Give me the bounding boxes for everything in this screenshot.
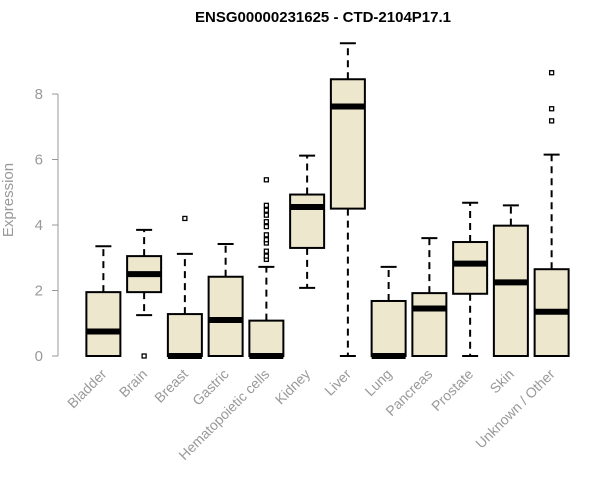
box-iqr xyxy=(207,275,244,357)
box-iqr xyxy=(370,299,407,358)
box-group xyxy=(85,245,122,358)
x-axis-tick-label: Prostate xyxy=(428,366,476,414)
outlier-point xyxy=(263,253,270,259)
box-iqr xyxy=(452,241,489,295)
outlier-point xyxy=(263,232,270,238)
box-group xyxy=(207,242,244,357)
outlier-point xyxy=(263,202,270,209)
box-iqr xyxy=(166,313,203,357)
outlier-point xyxy=(263,177,270,183)
box-group xyxy=(166,215,203,359)
outlier-point xyxy=(548,106,555,112)
x-axis-tick-label: Kidney xyxy=(272,366,314,408)
outlier-point xyxy=(548,118,555,124)
y-axis-tick-label: 0 xyxy=(35,348,43,365)
x-axis-tick-label: Liver xyxy=(321,366,354,399)
y-axis-tick-label: 4 xyxy=(35,217,43,234)
box-iqr xyxy=(492,224,529,357)
x-axis-tick-label: Bladder xyxy=(64,366,110,412)
box-group xyxy=(126,228,163,359)
box-group xyxy=(411,237,448,357)
y-axis: 0 2 4 6 8 xyxy=(35,86,59,365)
box-group xyxy=(248,177,285,359)
y-axis-tick-label: 8 xyxy=(35,86,43,103)
outlier-point xyxy=(141,353,147,359)
x-axis-tick-label: Brain xyxy=(116,366,150,400)
box-group xyxy=(370,265,407,359)
box-group xyxy=(289,154,326,289)
outlier-point xyxy=(263,248,270,254)
y-axis-label: Expression xyxy=(0,163,17,237)
box-series xyxy=(85,42,570,359)
box-group xyxy=(452,201,489,357)
outlier-point xyxy=(263,207,270,213)
box-group xyxy=(329,42,366,357)
x-axis-tick-label: Breast xyxy=(151,366,191,406)
outlier-point xyxy=(263,237,270,243)
box-iqr xyxy=(248,319,285,358)
box-iqr xyxy=(329,78,366,210)
y-axis-tick-label: 6 xyxy=(35,152,43,169)
x-axis-tick-label: Skin xyxy=(486,366,517,397)
box-iqr xyxy=(85,291,122,358)
outlier-point xyxy=(263,223,270,230)
outlier-point xyxy=(548,70,555,76)
box-iqr xyxy=(411,292,448,357)
outlier-point xyxy=(182,215,188,222)
box-group xyxy=(492,204,529,357)
box-iqr xyxy=(289,193,326,249)
outlier-point xyxy=(263,219,270,225)
outlier-point xyxy=(263,212,270,218)
chart-title: ENSG00000231625 - CTD-2104P17.1 xyxy=(195,9,451,26)
box-group xyxy=(533,70,570,357)
x-axis-tick-label: Lung xyxy=(361,366,394,399)
y-axis-tick-label: 2 xyxy=(35,283,43,300)
